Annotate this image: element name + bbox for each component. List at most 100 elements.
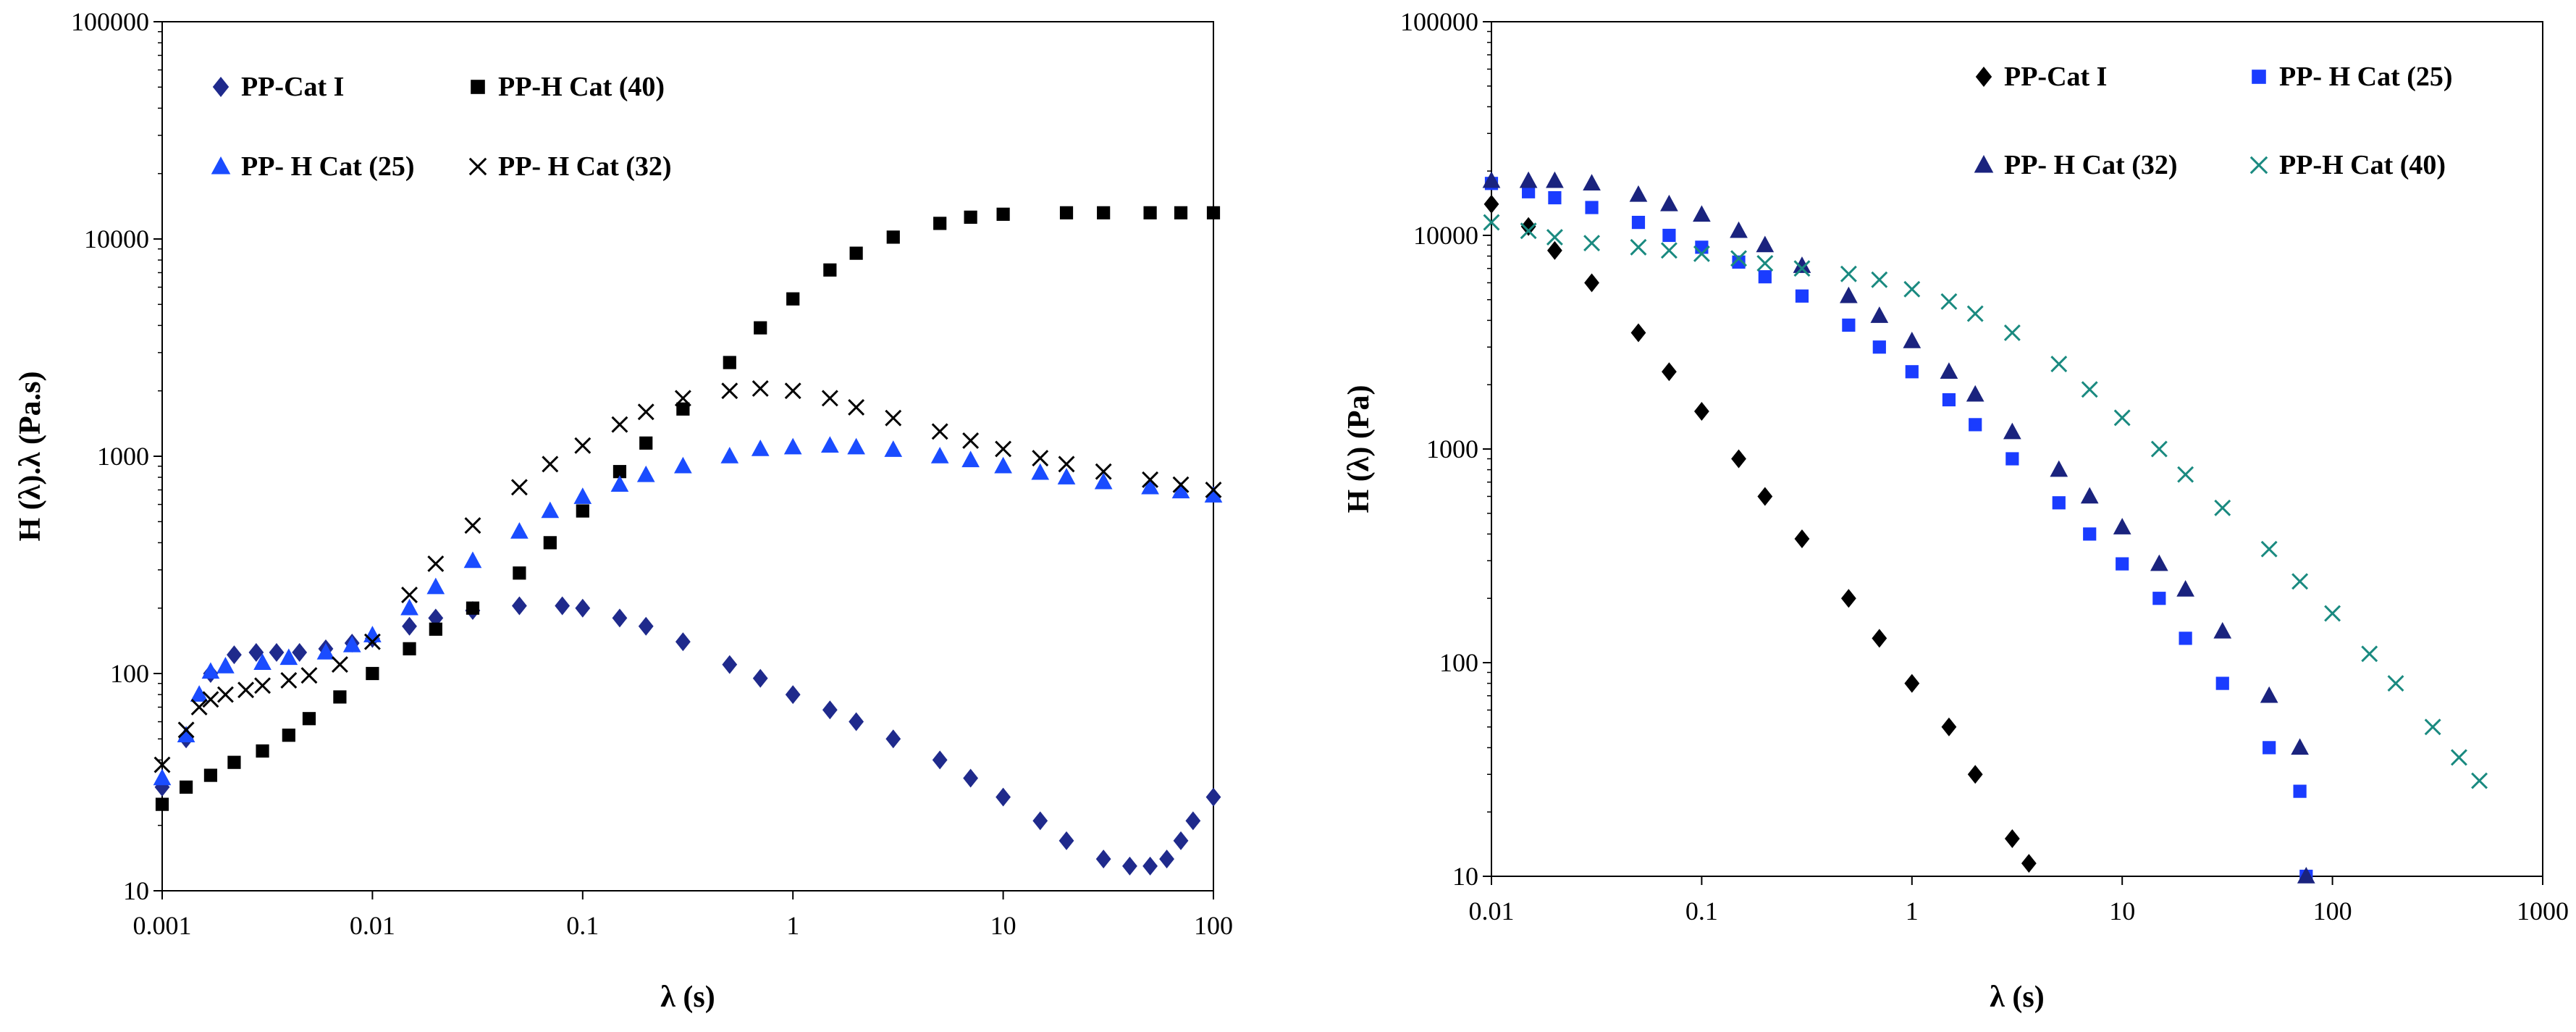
x-tick-label: 10 bbox=[2109, 897, 2135, 926]
data-point bbox=[280, 671, 298, 689]
legend-entry: PP- H Cat (25) bbox=[211, 151, 415, 182]
data-point bbox=[316, 642, 335, 660]
data-point bbox=[2003, 422, 2021, 440]
data-point bbox=[785, 685, 801, 705]
data-point bbox=[1905, 365, 1919, 379]
data-point bbox=[402, 616, 417, 636]
legend-marker bbox=[471, 80, 485, 94]
data-point bbox=[2152, 592, 2166, 605]
data-point bbox=[930, 447, 949, 463]
data-point bbox=[1205, 787, 1221, 807]
data-point bbox=[2113, 409, 2131, 427]
data-point bbox=[1903, 280, 1921, 298]
data-point bbox=[342, 635, 361, 653]
x-axis-label: λ (s) bbox=[1990, 981, 2044, 1014]
data-point bbox=[1031, 463, 1050, 480]
data-point bbox=[611, 416, 628, 433]
data-point bbox=[279, 648, 298, 666]
data-point bbox=[1731, 449, 1746, 469]
data-point bbox=[2005, 452, 2019, 466]
data-point bbox=[994, 456, 1012, 474]
data-point bbox=[1695, 240, 1709, 254]
data-point bbox=[1940, 293, 1958, 310]
data-point bbox=[403, 642, 416, 655]
data-point bbox=[1185, 811, 1201, 831]
data-point bbox=[996, 207, 1010, 221]
data-point bbox=[248, 642, 264, 662]
data-point bbox=[1097, 206, 1111, 219]
data-point bbox=[751, 439, 770, 456]
data-point bbox=[227, 755, 241, 769]
right-chart: 10 100 1000 10000 100000 0.01 0.1 1 10 100 1000 λ (… bbox=[1342, 7, 2569, 1014]
x-tick-label: 1 bbox=[786, 911, 799, 940]
data-point bbox=[2179, 632, 2192, 645]
data-point bbox=[1730, 221, 1748, 238]
data-point bbox=[300, 667, 318, 684]
data-point bbox=[237, 681, 255, 699]
data-point bbox=[466, 601, 480, 615]
data-point bbox=[1842, 318, 1856, 332]
data-point bbox=[1548, 190, 1562, 205]
data-point bbox=[1969, 418, 1982, 432]
data-point bbox=[1205, 482, 1222, 498]
data-point bbox=[253, 653, 272, 670]
legend-label: PP-H Cat (40) bbox=[498, 72, 665, 102]
data-point bbox=[153, 756, 171, 773]
data-point bbox=[821, 390, 838, 407]
data-point bbox=[1756, 235, 1775, 253]
data-point bbox=[269, 642, 285, 662]
legend-label: PP- H Cat (25) bbox=[241, 151, 415, 182]
data-point bbox=[256, 744, 269, 758]
legend-label: PP- H Cat (32) bbox=[2004, 150, 2178, 180]
data-point bbox=[1693, 245, 1710, 262]
data-point bbox=[2215, 676, 2229, 690]
series-pp-cat-i bbox=[154, 596, 1221, 876]
y-axis-label: H (λ).λ (Pa.s) bbox=[14, 372, 47, 542]
data-point bbox=[932, 750, 948, 770]
data-point bbox=[203, 768, 218, 782]
data-point bbox=[886, 230, 900, 244]
data-point bbox=[1172, 476, 1190, 493]
data-point bbox=[1482, 171, 1501, 188]
data-point bbox=[1584, 273, 1599, 293]
data-point bbox=[1795, 289, 1809, 303]
series-pp-h-cat-40- bbox=[155, 206, 1221, 811]
legend-entry: PP-Cat I bbox=[212, 72, 344, 102]
y-tick-label: 10 bbox=[1452, 862, 1478, 891]
data-point bbox=[427, 555, 445, 572]
data-point bbox=[752, 380, 769, 397]
data-point bbox=[820, 436, 839, 453]
data-point bbox=[639, 436, 653, 450]
data-point bbox=[153, 768, 172, 786]
data-point bbox=[510, 522, 529, 539]
legend-marker bbox=[468, 157, 487, 176]
data-point bbox=[2424, 718, 2441, 736]
data-point bbox=[2021, 854, 2037, 873]
data-point bbox=[1143, 206, 1157, 219]
data-point bbox=[676, 402, 690, 416]
data-point bbox=[1204, 486, 1223, 503]
data-point bbox=[961, 450, 980, 468]
legend-label: PP-Cat I bbox=[241, 72, 344, 102]
data-point bbox=[1483, 194, 1499, 214]
data-point bbox=[1758, 270, 1772, 284]
data-point bbox=[613, 465, 627, 479]
data-point bbox=[400, 598, 418, 616]
data-point bbox=[2263, 741, 2276, 755]
data-point bbox=[574, 437, 592, 454]
y-tick-label: 100000 bbox=[71, 7, 149, 36]
data-point bbox=[636, 465, 655, 482]
data-point bbox=[2083, 527, 2097, 541]
data-point bbox=[1840, 286, 1858, 303]
data-point bbox=[933, 217, 947, 230]
data-point bbox=[1141, 477, 1159, 495]
x-tick-label: 0.01 bbox=[1469, 897, 1515, 926]
data-point bbox=[216, 686, 234, 703]
data-point bbox=[1793, 260, 1811, 277]
data-point bbox=[996, 787, 1011, 807]
y-tick-label: 10000 bbox=[1413, 221, 1478, 250]
data-point bbox=[1630, 323, 1646, 343]
y-tick-label: 1000 bbox=[97, 442, 149, 471]
data-point bbox=[1660, 194, 1678, 211]
